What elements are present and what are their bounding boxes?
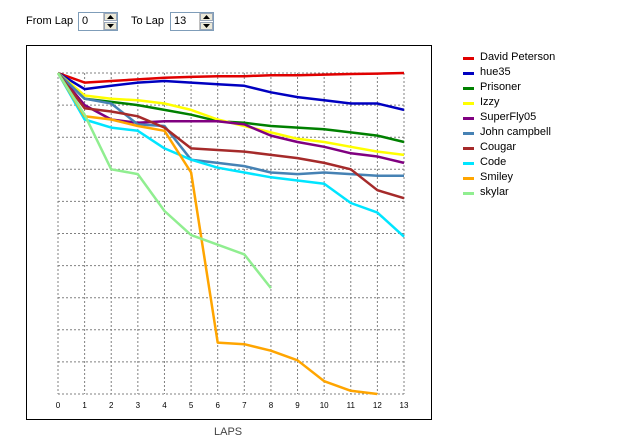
series-line-code — [56, 72, 405, 238]
to-lap-up-button[interactable] — [200, 13, 213, 21]
x-tick-label: 8 — [269, 401, 274, 410]
legend-item: Code — [463, 156, 613, 171]
to-lap-down-button[interactable] — [200, 22, 213, 30]
legend-label: Cougar — [480, 141, 517, 153]
series-line-john-campbell — [57, 72, 404, 177]
legend-item: John campbell — [463, 126, 613, 141]
legend-item: Prisoner — [463, 81, 613, 96]
legend-swatch — [463, 57, 474, 60]
x-tick-label: 7 — [242, 401, 247, 410]
series-line-smiley — [56, 72, 378, 396]
arrow-up-icon — [203, 15, 210, 19]
legend-swatch — [463, 147, 474, 150]
legend-item: skylar — [463, 186, 613, 201]
x-tick-label: 5 — [189, 401, 194, 410]
legend-label: Izzy — [480, 96, 500, 108]
legend-item: Smiley — [463, 171, 613, 186]
x-tick-label: 12 — [373, 401, 382, 410]
legend-label: Code — [480, 156, 507, 168]
from-lap-value[interactable]: 0 — [82, 15, 89, 27]
legend-label: SuperFly05 — [480, 111, 537, 123]
lap-chart: 0 1 2 3 4 5 6 7 8 9 10 11 12 13 — [56, 71, 409, 410]
chart-frame: 0 1 2 3 4 5 6 7 8 9 10 11 12 13 — [26, 45, 432, 420]
series-line-prisoner — [57, 72, 405, 144]
legend-label: Prisoner — [480, 81, 521, 93]
legend-swatch — [463, 117, 474, 120]
x-tick-label: 11 — [347, 401, 356, 410]
x-tick-label: 6 — [215, 401, 220, 410]
legend-swatch — [463, 162, 474, 165]
to-lap-spinner[interactable]: 13 — [170, 12, 214, 31]
from-lap-label: From Lap — [26, 15, 74, 27]
legend-label: skylar — [480, 186, 509, 198]
x-tick-label: 1 — [82, 401, 87, 410]
legend-swatch — [463, 132, 474, 135]
from-lap-spinner[interactable]: 0 — [78, 12, 118, 31]
legend-item: Izzy — [463, 96, 613, 111]
x-tick-label: 4 — [162, 401, 167, 410]
legend-swatch — [463, 72, 474, 75]
x-tick-label: 3 — [136, 401, 141, 410]
x-tick-label: 13 — [400, 401, 409, 410]
series-line-cougar — [57, 72, 405, 200]
x-tick-label: 9 — [295, 401, 300, 410]
legend-swatch — [463, 192, 474, 195]
legend: David Peterson hue35 Prisoner Izzy SuperFly0… — [463, 51, 613, 201]
x-axis-label: LAPS — [214, 426, 243, 438]
legend-label: hue35 — [480, 66, 511, 78]
series-line-david-peterson — [57, 71, 405, 84]
legend-item: hue35 — [463, 66, 613, 81]
x-tick-label: 2 — [109, 401, 114, 410]
from-lap-up-button[interactable] — [104, 13, 117, 21]
legend-item: SuperFly05 — [463, 111, 613, 126]
legend-swatch — [463, 87, 474, 90]
arrow-up-icon — [107, 15, 114, 19]
legend-swatch — [463, 177, 474, 180]
arrow-down-icon — [107, 24, 114, 28]
to-lap-label: To Lap — [131, 15, 165, 27]
series-line-hue35 — [57, 71, 405, 112]
from-lap-down-button[interactable] — [104, 22, 117, 30]
legend-label: Smiley — [480, 171, 514, 183]
series-line-skylar — [56, 72, 272, 289]
to-lap-value[interactable]: 13 — [174, 15, 187, 27]
x-tick-label: 0 — [56, 401, 61, 410]
arrow-down-icon — [203, 24, 210, 28]
legend-item: David Peterson — [463, 51, 613, 66]
legend-label: David Peterson — [480, 51, 556, 63]
legend-swatch — [463, 102, 474, 105]
x-tick-label: 10 — [320, 401, 329, 410]
legend-item: Cougar — [463, 141, 613, 156]
legend-label: John campbell — [480, 126, 551, 138]
